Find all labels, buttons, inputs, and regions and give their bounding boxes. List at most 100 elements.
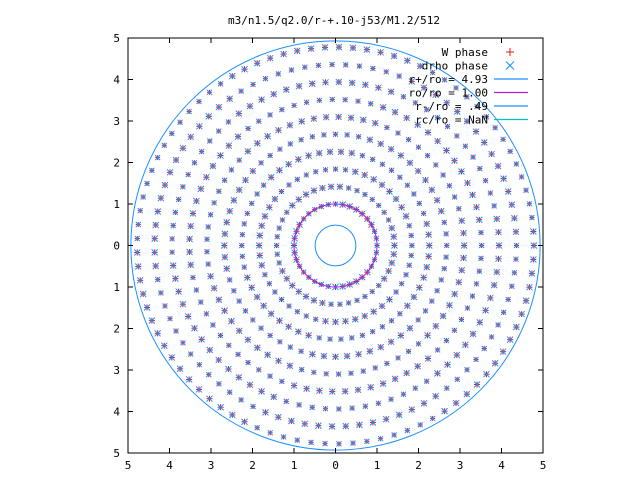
drho-phase-point [444,361,451,368]
drho-phase-point [253,293,261,301]
drho-phase-point [303,99,310,106]
drho-phase-point [369,288,376,295]
drho-phase-point [241,221,248,227]
drho-phase-point [286,182,292,188]
drho-phase-point [302,191,310,198]
drho-phase-point [264,351,271,359]
drho-phase-point [439,312,447,320]
drho-phase-point [225,119,232,125]
drho-phase-point [375,202,382,209]
drho-phase-point [384,124,390,131]
drho-phase-point [363,46,371,53]
drho-phase-point [307,45,315,52]
drho-phase-point [244,210,251,217]
drho-phase-point [207,272,214,280]
drho-phase-point [425,242,433,249]
drho-phase-point [266,203,273,211]
y-tick-label: 1 [113,281,120,294]
drho-phase-point [198,336,206,343]
drho-phase-point [491,359,499,367]
drho-phase-point [361,171,369,179]
drho-phase-point [422,176,429,184]
drho-phase-point [302,293,310,300]
drho-phase-point [187,222,195,230]
drho-phase-point [385,217,392,223]
drho-phase-point [530,242,538,249]
drho-phase-point [283,209,290,216]
drho-phase-point [205,224,212,230]
drho-phase-point [154,208,162,215]
drho-phase-point [149,167,155,174]
legend-label: rc/ro = NaN [415,114,488,127]
drho-phase-point [403,369,411,377]
drho-phase-point [443,337,450,344]
drho-phase-point [377,48,384,56]
drho-phase-point [408,252,415,259]
drho-phase-point [303,385,310,393]
drho-phase-point [316,97,323,104]
drho-phase-point [395,355,401,361]
drho-phase-point [397,174,403,181]
drho-phase-point [420,274,427,281]
drho-phase-point [278,106,285,113]
drho-phase-point [478,229,484,236]
drho-phase-point [275,357,282,365]
drho-phase-point [490,281,498,289]
drho-phase-point [482,177,489,184]
drho-phase-point [441,219,448,226]
drho-phase-point [347,114,355,122]
drho-phase-point [177,119,183,126]
drho-phase-point [321,44,329,51]
drho-phase-point [180,183,186,190]
drho-phase-point [198,148,205,155]
drho-phase-point [455,278,463,286]
drho-phase-point [473,280,480,287]
drho-phase-point [206,395,213,403]
drho-phase-point [530,256,537,263]
drho-phase-point [323,370,330,377]
drho-phase-point [278,378,285,385]
drho-phase-point [475,216,483,224]
drho-phase-point [428,298,435,304]
drho-phase-point [197,299,204,306]
drho-phase-point [152,221,160,229]
drho-phase-point [454,376,461,383]
drho-phase-point [395,130,401,136]
drho-phase-point [369,419,377,426]
drho-phase-point [453,108,461,116]
drho-phase-point [210,284,218,292]
drho-phase-point [366,347,374,355]
drho-phase-point [397,152,405,159]
drho-phase-point [338,336,344,342]
drho-phase-point [351,168,359,176]
drho-phase-point [380,275,388,283]
drho-phase-point [348,335,355,341]
drho-phase-point [228,317,235,325]
drho-phase-point [322,317,329,325]
drho-phase-point [276,317,283,325]
drho-phase-point [432,392,440,400]
drho-phase-point [495,242,503,249]
drho-phase-point [397,310,403,317]
drho-phase-point [408,232,415,239]
drho-phase-point [332,166,339,172]
legend-label: ro/ro = 1.00 [409,87,488,100]
drho-phase-point [221,177,228,184]
drho-phase-point [349,44,357,52]
drho-phase-point [377,343,385,351]
drho-phase-point [274,233,281,240]
drho-phase-point [310,369,317,376]
drho-phase-point [249,167,257,175]
drho-phase-point [226,277,233,283]
drho-phase-point [388,167,395,174]
drho-phase-point [441,407,448,415]
drho-phase-point [322,405,329,412]
drho-phase-point [460,229,467,237]
drho-phase-point [443,254,449,260]
drho-phase-point [273,242,280,249]
drho-phase-point [451,157,458,165]
drho-phase-point [236,157,243,164]
drho-phase-point [286,303,292,309]
drho-phase-point [377,435,384,442]
drho-phase-point [287,141,294,147]
